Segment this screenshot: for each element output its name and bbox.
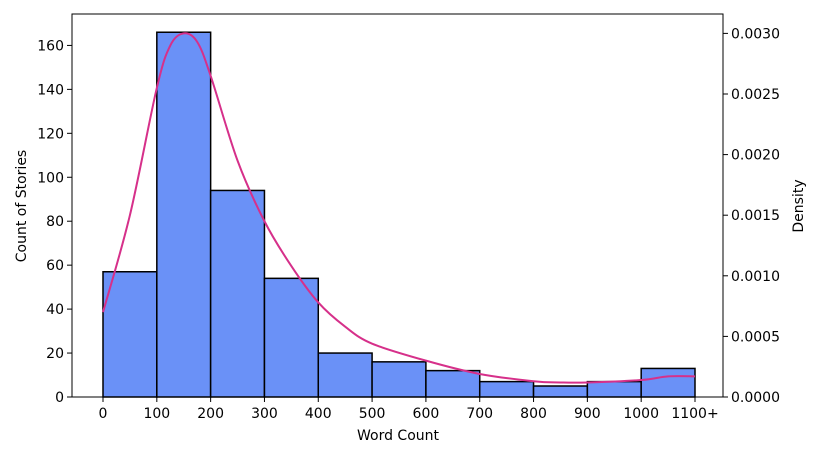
histogram-bar <box>425 369 481 398</box>
x-tick-label: 700 <box>466 406 493 422</box>
y-tick-label: 0 <box>55 390 64 406</box>
x-axis-title: Word Count <box>357 428 440 444</box>
histogram-bar <box>263 277 320 398</box>
histogram-bar <box>209 189 266 398</box>
y-tick-label: 100 <box>37 170 64 186</box>
histogram-bar <box>102 271 158 398</box>
x-tick-label: 100 <box>143 406 170 422</box>
y-axis-title: Count of Stories <box>14 150 30 262</box>
bars-layer <box>102 31 696 398</box>
y2-tick-label: 0.0025 <box>731 87 780 103</box>
y-tick-label: 80 <box>46 214 64 230</box>
x-tick-label: 300 <box>251 406 278 422</box>
y2-tick-label: 0.0015 <box>731 208 780 224</box>
x-axis: 0 100 200 300 400 500 600 700 800 900 1000 1100+ <box>99 397 719 422</box>
y2-axis-title: Density <box>791 179 807 232</box>
y-tick-label: 140 <box>37 82 64 98</box>
plot-frame <box>71 13 724 398</box>
y2-tick-label: 0.0030 <box>731 26 780 42</box>
x-tick-label: 600 <box>413 406 440 422</box>
histogram-bar <box>586 380 642 398</box>
histogram-bar <box>532 385 589 398</box>
y2-tick-label: 0.0000 <box>731 390 780 406</box>
histogram-bar <box>156 31 212 398</box>
x-tick-label: 1100+ <box>671 406 718 422</box>
x-tick-label: 400 <box>305 406 332 422</box>
histogram-bar <box>478 380 535 398</box>
x-tick-label: 200 <box>197 406 224 422</box>
y-tick-label: 160 <box>37 38 64 54</box>
y2-tick-label: 0.0010 <box>731 269 780 285</box>
y-tick-label: 40 <box>46 302 64 318</box>
x-tick-label: 900 <box>574 406 601 422</box>
x-tick-label: 500 <box>359 406 386 422</box>
y-axis-right: 0.0000 0.0005 0.0010 0.0015 0.0020 0.0025 0.00… <box>723 26 780 406</box>
density-curve <box>102 32 696 384</box>
y-tick-label: 60 <box>46 258 64 274</box>
histogram-bar <box>640 367 696 398</box>
x-tick-label: 0 <box>99 406 108 422</box>
y2-tick-label: 0.0005 <box>731 329 780 345</box>
y-axis-left: 0 20 40 60 80 100 120 140 160 <box>37 38 72 406</box>
density-curve-layer <box>102 32 696 384</box>
y2-tick-label: 0.0020 <box>731 148 780 164</box>
histogram-bar <box>371 361 427 398</box>
y-tick-label: 120 <box>37 126 64 142</box>
histogram-bar <box>317 352 373 398</box>
y-tick-label: 20 <box>46 346 64 362</box>
x-tick-label: 800 <box>520 406 547 422</box>
x-tick-label: 1000 <box>623 406 659 422</box>
